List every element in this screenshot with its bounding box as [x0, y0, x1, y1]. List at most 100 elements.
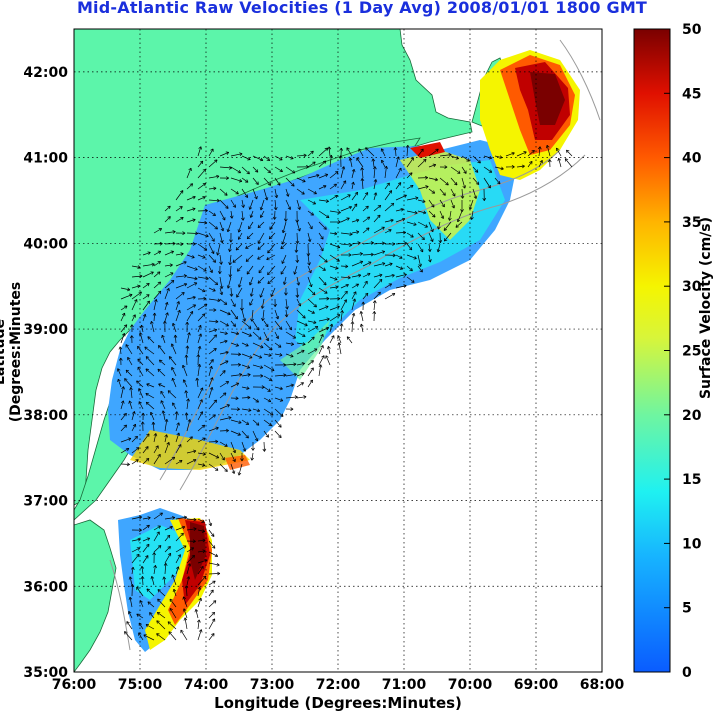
velocity-arrow-head	[146, 433, 150, 437]
velocity-arrow	[180, 629, 188, 641]
velocity-arrow-head	[415, 196, 419, 200]
velocity-arrow	[285, 342, 294, 345]
velocity-arrow	[237, 265, 243, 272]
velocity-arrow-head	[349, 243, 353, 247]
velocity-arrow	[373, 250, 385, 256]
velocity-arrow	[142, 458, 150, 465]
velocity-arrow-head	[145, 624, 149, 628]
velocity-arrow	[153, 271, 161, 278]
velocity-arrow-head	[311, 310, 315, 314]
velocity-arrow	[119, 346, 122, 355]
velocity-arrow	[175, 275, 187, 278]
velocity-arrow-head	[237, 472, 242, 476]
velocity-arrow	[329, 254, 340, 262]
velocity-arrow-head	[279, 168, 283, 173]
velocity-arrow	[372, 158, 375, 168]
velocity-arrow-head	[211, 545, 216, 549]
velocity-arrow	[373, 214, 381, 223]
velocity-arrow-head	[164, 301, 169, 306]
velocity-arrow-head	[181, 292, 185, 296]
velocity-arrow	[219, 287, 223, 295]
velocity-arrow-head	[178, 444, 182, 448]
velocity-arrow	[428, 243, 431, 252]
velocity-arrow	[263, 441, 265, 452]
velocity-arrow-head	[211, 238, 215, 242]
velocity-arrow	[208, 329, 217, 333]
velocity-arrow	[197, 243, 208, 251]
velocity-arrow-head	[301, 349, 305, 354]
velocity-arrow	[164, 250, 174, 256]
velocity-arrow	[285, 396, 298, 399]
velocity-arrow	[384, 274, 395, 278]
velocity-arrow-head	[144, 346, 148, 350]
velocity-arrow-head	[350, 321, 355, 325]
velocity-arrow-head	[268, 235, 273, 240]
colorbar-tick-label: 35	[682, 215, 701, 231]
velocity-arrow	[384, 190, 392, 201]
velocity-arrow-head	[324, 147, 329, 152]
velocity-arrow-head	[173, 334, 178, 338]
velocity-arrow-head	[266, 157, 271, 162]
velocity-arrow-head	[275, 316, 280, 320]
velocity-arrow	[230, 463, 235, 474]
velocity-arrow-head	[126, 462, 130, 467]
velocity-arrow-head	[150, 321, 154, 325]
velocity-arrow	[186, 412, 188, 421]
velocity-arrow	[186, 265, 198, 271]
velocity-arrow-head	[140, 324, 144, 329]
velocity-arrow	[428, 177, 438, 181]
velocity-arrow	[318, 327, 329, 333]
velocity-arrow-head	[247, 373, 251, 377]
velocity-arrow-head	[158, 345, 162, 349]
velocity-arrow-head	[335, 171, 339, 175]
velocity-arrow	[307, 348, 318, 355]
velocity-arrow	[406, 221, 417, 226]
velocity-arrow-head	[329, 323, 334, 328]
velocity-arrow-head	[202, 437, 206, 441]
velocity-arrow	[219, 199, 229, 209]
velocity-arrow-head	[381, 241, 385, 246]
velocity-arrow-head	[333, 183, 337, 188]
velocity-arrow	[150, 411, 155, 421]
velocity-arrow	[406, 243, 413, 251]
velocity-arrow-head	[236, 294, 240, 298]
velocity-arrow-head	[157, 598, 161, 603]
velocity-arrow	[197, 196, 206, 201]
velocity-arrow-head	[158, 228, 163, 232]
velocity-arrow-head	[125, 369, 130, 374]
y-tick-label: 41:00	[23, 151, 68, 167]
velocity-arrow	[241, 342, 249, 347]
velocity-arrow	[208, 276, 218, 286]
velocity-arrow-head	[453, 182, 458, 186]
velocity-arrow	[120, 400, 124, 410]
velocity-arrow-head	[202, 255, 206, 259]
velocity-arrow	[450, 166, 461, 174]
velocity-arrow	[183, 379, 188, 388]
velocity-arrow	[186, 436, 193, 443]
velocity-arrow	[494, 177, 501, 185]
velocity-arrow	[186, 332, 190, 344]
velocity-arrow-head	[235, 191, 239, 195]
velocity-arrow	[318, 210, 330, 218]
velocity-arrow-head	[181, 364, 186, 369]
colorbar-tick-label: 15	[682, 472, 701, 488]
velocity-arrow-head	[205, 276, 209, 281]
velocity-arrow-head	[149, 411, 154, 416]
velocity-arrow-head	[202, 168, 207, 173]
velocity-arrow	[395, 182, 402, 190]
y-tick-label: 40:00	[23, 236, 68, 252]
velocity-arrow-head	[297, 206, 301, 210]
velocity-arrow-head	[258, 355, 263, 359]
velocity-arrow-head	[224, 443, 228, 447]
velocity-arrow-head	[431, 204, 435, 208]
velocity-arrow	[417, 265, 423, 273]
velocity-arrow-head	[137, 358, 141, 362]
velocity-arrow	[157, 612, 166, 619]
velocity-arrow-head	[211, 250, 215, 254]
velocity-arrow	[197, 146, 202, 157]
velocity-arrow-head	[380, 148, 385, 152]
velocity-arrow	[126, 621, 133, 630]
velocity-arrow-head	[202, 182, 207, 187]
velocity-arrow-head	[189, 310, 194, 315]
velocity-arrow-head	[136, 613, 140, 617]
